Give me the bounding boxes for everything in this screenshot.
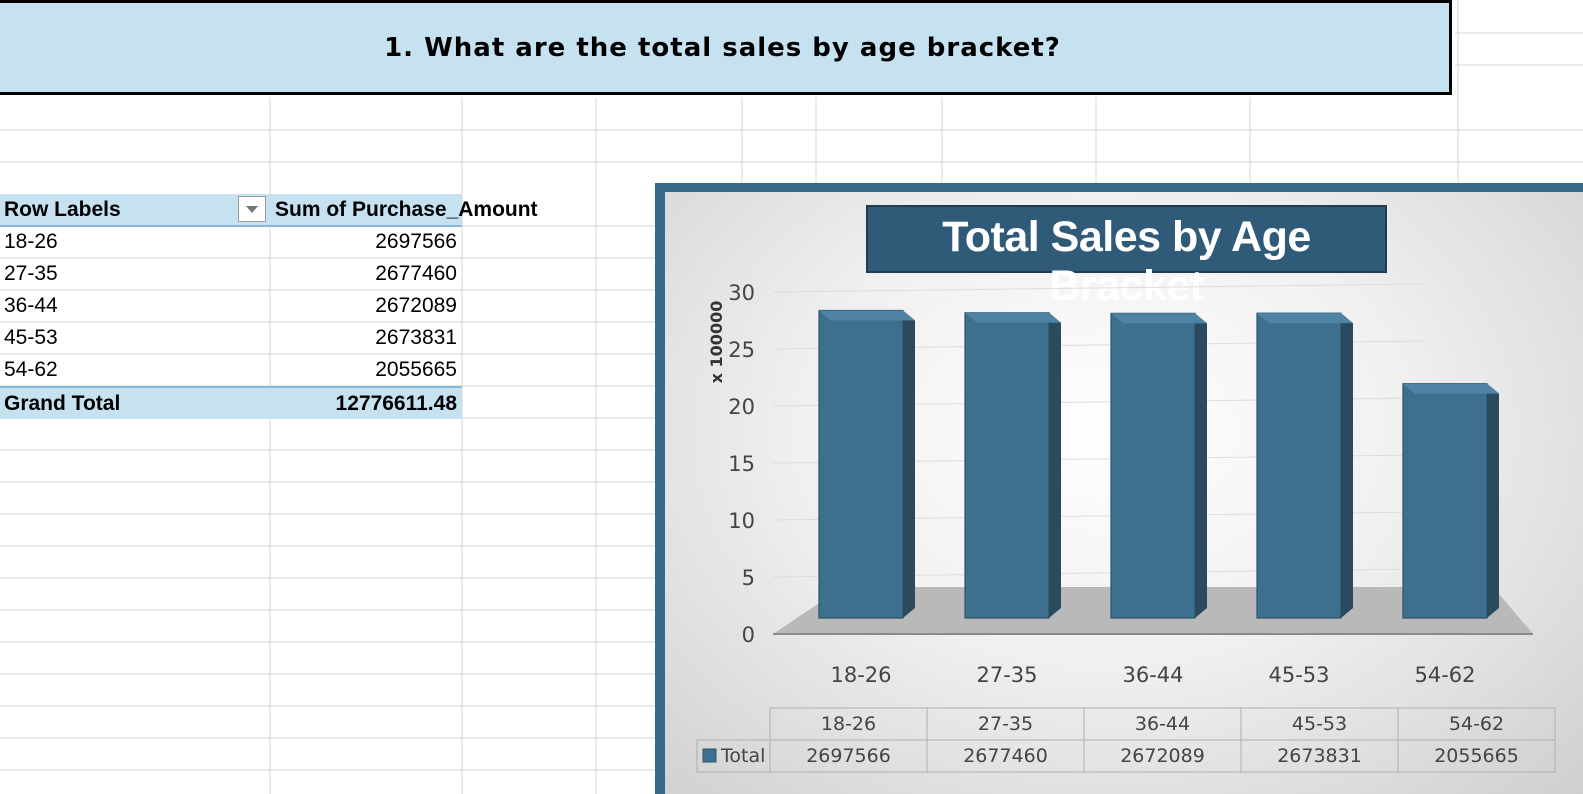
row-label: 18-26 (4, 230, 58, 253)
row-value: 2055665 (375, 358, 457, 381)
y-tick-label: 20 (728, 395, 755, 419)
x-tick-label: 18-26 (830, 663, 891, 687)
pivot-row[interactable]: 45-53 2673831 (0, 322, 462, 354)
grand-total-value: 12776611.48 (335, 392, 457, 415)
y-tick-label: 30 (728, 281, 755, 305)
chevron-down-icon (246, 206, 258, 213)
y-tick-label: 25 (728, 338, 755, 362)
x-tick-label: 54-62 (1414, 663, 1475, 687)
bar (1402, 383, 1488, 619)
chart-title-box: Total Sales by Age Bracket (866, 205, 1387, 310)
row-label: 45-53 (4, 326, 58, 349)
filter-dropdown-button[interactable] (238, 196, 266, 222)
data-table-header: 54-62 (1449, 713, 1504, 735)
pivot-row[interactable]: 36-44 2672089 (0, 290, 462, 322)
row-value: 2677460 (375, 262, 457, 285)
question-banner: 1. What are the total sales by age brack… (0, 0, 1452, 95)
pivot-row[interactable]: 27-35 2677460 (0, 258, 462, 290)
legend-series-name: Total (720, 745, 765, 767)
x-tick-label: 36-44 (1122, 663, 1183, 687)
bar-top (1111, 313, 1207, 324)
chart-plot: 0 5 10 15 20 25 30x 100000 18-26 27-35 36-44 45-53… (696, 281, 1556, 773)
pivot-row[interactable]: 18-26 2697566 (0, 226, 462, 258)
sales-chart[interactable]: Total Sales by Age Bracket 0 5 10 15 20 25 30 x… (655, 183, 1583, 794)
y-tick-label: 5 (742, 566, 755, 590)
data-table-header: 45-53 (1292, 713, 1347, 735)
row-label: 54-62 (4, 358, 58, 381)
banner-title: 1. What are the total sales by age brack… (384, 33, 1061, 63)
grand-total-label: Grand Total (4, 392, 121, 415)
data-table-value: 2055665 (1434, 745, 1519, 767)
bar-top (965, 312, 1061, 323)
bar-side (1195, 313, 1207, 618)
bar (818, 309, 904, 619)
data-table-header: 18-26 (821, 713, 876, 735)
data-table-value: 2673831 (1277, 745, 1362, 767)
bar (1110, 312, 1196, 619)
x-tick-label: 45-53 (1268, 663, 1329, 687)
y-tick-label: 15 (728, 452, 755, 476)
gridline (772, 283, 1424, 293)
pivot-row[interactable]: 54-62 2055665 (0, 354, 462, 386)
sum-purchase-header: Sum of Purchase_Amount (275, 198, 538, 221)
bar-top (1257, 313, 1353, 324)
chart-title: Total Sales by Age Bracket (942, 213, 1311, 310)
data-table-header: 36-44 (1135, 713, 1190, 735)
data-table-value: 2697566 (806, 745, 891, 767)
y-tick-label: 10 (728, 509, 755, 533)
row-labels-header: Row Labels (4, 198, 121, 221)
bar-top (819, 310, 915, 321)
row-value: 2672089 (375, 294, 457, 317)
pivot-header-row: Row Labels Sum of Purchase_Amount (0, 194, 538, 227)
bar-side (1341, 313, 1353, 618)
bar-side (1487, 383, 1499, 618)
data-table-value: 2672089 (1120, 745, 1205, 767)
bar-side (1049, 312, 1061, 618)
x-tick-label: 27-35 (976, 663, 1037, 687)
grand-total-row[interactable]: Grand Total 12776611.48 (0, 386, 462, 419)
data-table-header: 27-35 (978, 713, 1033, 735)
legend-swatch (702, 748, 717, 763)
row-value: 2673831 (375, 326, 457, 349)
bar (964, 312, 1050, 619)
row-value: 2697566 (375, 230, 457, 253)
row-label: 27-35 (4, 262, 58, 285)
chart-area: Total Sales by Age Bracket 0 5 10 15 20 25 30 x… (665, 192, 1583, 794)
bar-top (1403, 383, 1499, 394)
bar (1256, 312, 1342, 619)
data-table-value: 2677460 (963, 745, 1048, 767)
y-tick-label: 0 (742, 623, 755, 647)
row-label: 36-44 (4, 294, 58, 317)
y-axis-label: x 100000 (707, 301, 726, 384)
bar-side (903, 310, 915, 618)
